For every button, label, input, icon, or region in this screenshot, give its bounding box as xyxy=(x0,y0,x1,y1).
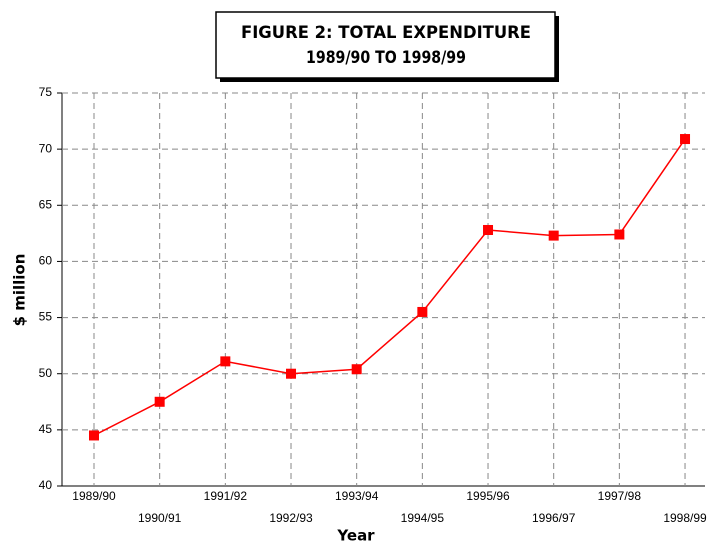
x-tick-label: 1990/91 xyxy=(138,511,182,525)
x-axis-title: Year xyxy=(336,527,375,545)
x-tick-label: 1991/92 xyxy=(204,489,248,503)
marker xyxy=(154,396,165,407)
marker xyxy=(351,364,362,375)
y-tick-label: 40 xyxy=(39,478,53,492)
marker xyxy=(680,134,691,145)
x-tick-label: 1992/93 xyxy=(269,511,313,525)
y-tick-label: 50 xyxy=(39,366,53,380)
marker xyxy=(220,356,231,367)
chart-subtitle: 1989/90 TO 1998/99 xyxy=(306,48,466,68)
y-tick-label: 75 xyxy=(39,85,53,99)
chart-title: FIGURE 2: TOTAL EXPENDITURE xyxy=(241,23,531,43)
x-tick-label: 1996/97 xyxy=(532,511,576,525)
x-tick-label: 1998/99 xyxy=(663,511,707,525)
marker xyxy=(286,368,297,379)
x-tick-label: 1995/96 xyxy=(466,489,510,503)
y-tick-label: 45 xyxy=(39,422,53,436)
title-box xyxy=(215,11,556,79)
marker xyxy=(417,306,428,317)
marker xyxy=(614,229,625,240)
y-tick-label: 55 xyxy=(39,310,53,324)
marker xyxy=(483,224,494,235)
x-tick-label: 1997/98 xyxy=(598,489,642,503)
y-axis-title: $ million xyxy=(11,254,29,327)
marker xyxy=(89,430,99,441)
y-tick-label: 65 xyxy=(39,197,53,211)
marker xyxy=(548,230,559,241)
x-tick-label: 1989/90 xyxy=(72,489,116,503)
x-tick-label: 1994/95 xyxy=(401,511,445,525)
y-tick-label: 60 xyxy=(39,254,53,268)
line xyxy=(93,138,686,437)
x-tick-label: 1993/94 xyxy=(335,489,379,503)
y-tick-label: 70 xyxy=(39,141,53,155)
